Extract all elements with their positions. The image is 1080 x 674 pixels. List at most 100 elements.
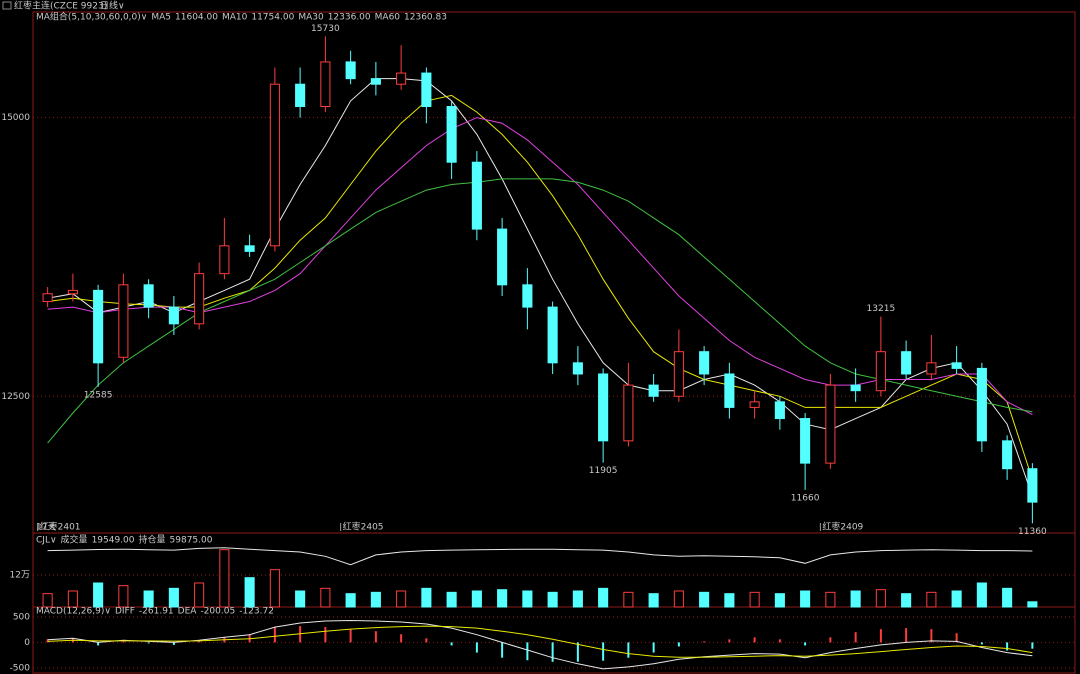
x-tick-label: 红枣2405 <box>343 521 384 533</box>
legend-text: 成交量 <box>61 534 88 546</box>
legend-text: CJL∨ <box>36 536 57 546</box>
legend-text: MA30 <box>298 13 324 23</box>
candle-body <box>673 351 684 397</box>
volume-bar <box>446 591 457 608</box>
candle-body <box>901 351 912 375</box>
low-label: 12585 <box>84 390 113 400</box>
legend-text: 持仓量 <box>139 534 166 546</box>
legend-text: MA组合(5,10,30,60,0,0)∨ <box>36 11 147 23</box>
volume-bar <box>219 549 230 608</box>
low-label: 11905 <box>589 466 618 476</box>
volume-bar <box>93 582 104 608</box>
candle-body <box>446 106 457 163</box>
menu-icon[interactable] <box>2 1 12 10</box>
candle-body <box>219 245 230 275</box>
volume-bar <box>749 591 760 608</box>
y-tick-label: -500 <box>10 663 31 673</box>
candle-body <box>471 161 482 230</box>
candle-body <box>320 61 331 108</box>
legend-text: MA60 <box>375 13 401 23</box>
volume-bar <box>1027 601 1038 608</box>
candle-body <box>724 373 735 408</box>
y-tick-label: 12500 <box>1 392 30 402</box>
volume-bar <box>370 591 381 608</box>
volume-bar <box>67 590 78 608</box>
candle-body <box>194 273 205 325</box>
volume-bar <box>320 587 331 608</box>
legend-text: 12360.83 <box>404 13 447 23</box>
candle-body <box>572 362 583 375</box>
legend-text: 11604.00 <box>175 13 218 23</box>
volume-bar <box>699 591 710 608</box>
candle-body <box>370 78 381 85</box>
legend-text: -200.05 <box>200 607 235 617</box>
candle-body <box>396 72 407 85</box>
candle-body <box>699 351 710 375</box>
volume-bar <box>976 582 987 608</box>
candle-body <box>976 367 987 442</box>
volume-bar <box>295 590 306 608</box>
candle-body <box>67 289 78 295</box>
candle-body <box>143 284 154 308</box>
y-tick-label: 15000 <box>1 113 30 123</box>
volume-bar <box>194 582 205 608</box>
legend-text: MACD(12,26,9)∨ <box>36 607 111 617</box>
legend-text: 19549.00 <box>92 536 135 546</box>
legend-text: MA10 <box>222 13 248 23</box>
candle-body <box>926 362 937 375</box>
period[interactable]: 日线∨ <box>100 0 125 12</box>
candle-body <box>497 228 508 286</box>
legend-text: 12336.00 <box>328 13 371 23</box>
volume-bar <box>825 591 836 608</box>
volume-bar <box>623 591 634 608</box>
volume-bar <box>471 590 482 608</box>
candle-body <box>421 72 432 108</box>
volume-bar <box>396 590 407 608</box>
volume-bar <box>497 589 508 608</box>
volume-bar <box>673 590 684 608</box>
legend-text: -123.72 <box>239 607 274 617</box>
candle-body <box>547 306 558 364</box>
volume-bar <box>951 590 962 608</box>
volume-bar <box>572 590 583 608</box>
x-tick-label: 红枣2409 <box>822 521 863 533</box>
volume-bar <box>901 593 912 608</box>
high-label: 13215 <box>867 304 896 314</box>
candle-body <box>598 373 609 442</box>
legend-text: MA5 <box>151 13 171 23</box>
candle-body <box>825 384 836 464</box>
volume-bar <box>850 590 861 608</box>
legend-text: 11754.00 <box>251 13 294 23</box>
volume-bar <box>143 590 154 608</box>
candle-body <box>42 293 53 303</box>
volume-bar <box>724 593 735 608</box>
legend-text: DEA <box>178 607 198 617</box>
volume-bar <box>244 577 255 608</box>
candle-body <box>774 401 785 420</box>
volume-bar <box>648 593 659 608</box>
volume-bar <box>598 587 609 608</box>
y-tick-label: 500 <box>13 612 30 622</box>
volume-bar <box>875 589 886 608</box>
x-tick-label: 红枣2401 <box>40 521 81 533</box>
candle-body <box>118 284 129 358</box>
candle-body <box>623 384 634 442</box>
candle-body <box>244 245 255 252</box>
ma-line <box>47 178 1033 444</box>
legend-text: 59875.00 <box>170 536 213 546</box>
volume-bar <box>547 591 558 608</box>
candle-body <box>93 289 104 364</box>
y-tick-label: 12万 <box>10 571 30 581</box>
candle-body <box>749 401 760 408</box>
candle-body <box>1002 440 1013 470</box>
macd-line <box>47 619 1033 670</box>
volume-bar <box>345 593 356 608</box>
low-label: 11360 <box>1018 527 1047 537</box>
main-frame <box>32 11 1076 534</box>
candle-body <box>951 362 962 369</box>
legend-text: DIFF <box>115 607 135 617</box>
volume-bar <box>421 587 432 608</box>
volume-bar <box>774 593 785 608</box>
